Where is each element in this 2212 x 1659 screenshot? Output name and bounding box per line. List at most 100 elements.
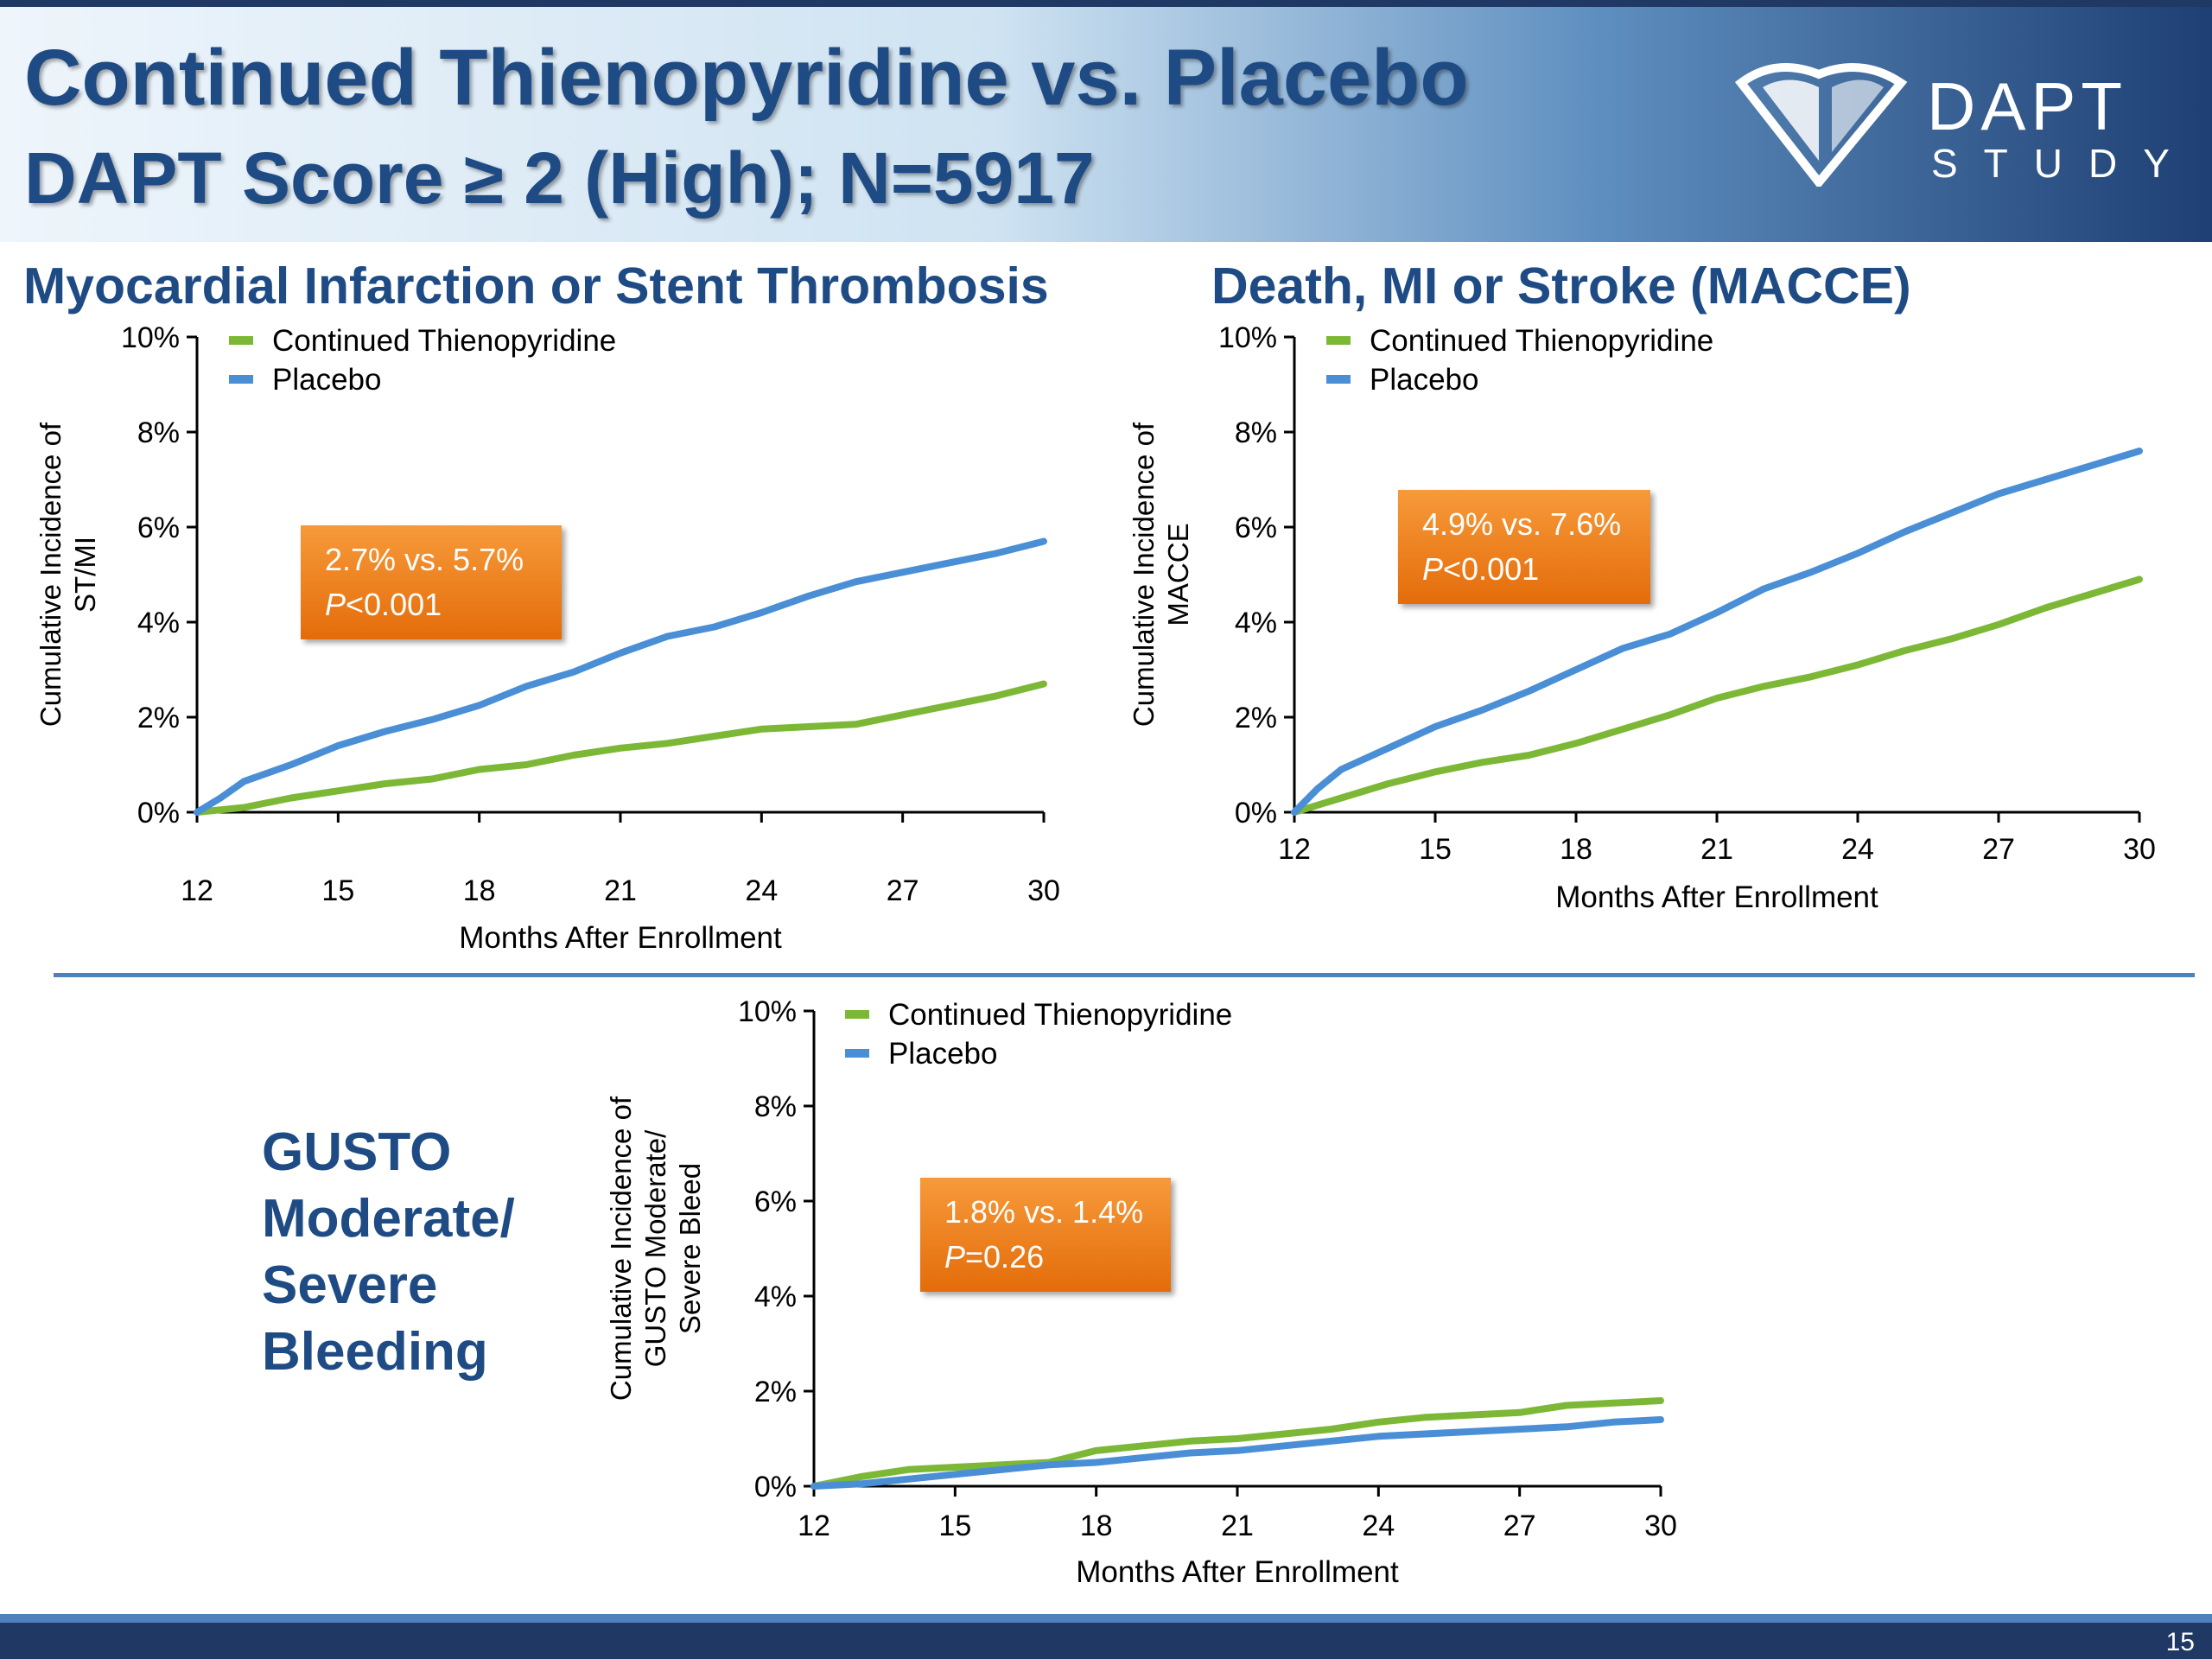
x-tick-label: 24 [745, 874, 778, 907]
legend-label: Placebo [1370, 363, 1478, 397]
x-tick-label: 18 [1560, 833, 1592, 866]
y-axis-label-line: Severe Bleed [674, 1163, 706, 1334]
slide-title: Continued Thienopyridine vs. Placebo [24, 34, 1469, 122]
x-tick-label: 15 [1419, 833, 1452, 866]
x-tick-label: 30 [1027, 874, 1060, 907]
legend-label: Placebo [272, 363, 381, 397]
stat-box-bleeding: 1.8% vs. 1.4% P=0.26 [920, 1178, 1171, 1292]
y-tick-label: 4% [137, 607, 180, 639]
chart-macce: 0% 2% 4% 6% 8% 10% 12 15 18 21 24 27 30 Months After … [1128, 321, 2156, 914]
legend-swatch [1326, 336, 1351, 345]
x-tick-label: 18 [1080, 1510, 1113, 1542]
y-tick-label: 2% [1235, 702, 1277, 734]
series-line-thienopyridine [1291, 575, 2143, 816]
bleeding-title-line: Moderate/ [262, 1189, 515, 1249]
x-tick-label: 30 [2123, 833, 2156, 866]
legend-label: Placebo [888, 1037, 997, 1071]
y-tick-label: 10% [1218, 321, 1277, 354]
stat-box-stmi: 2.7% vs. 5.7% P<0.001 [301, 525, 562, 639]
x-tick-label: 30 [1644, 1510, 1677, 1542]
footer-accent [0, 1614, 2212, 1623]
chart-bleeding: 0% 2% 4% 6% 8% 10% 12 15 18 21 24 27 30 Months After … [605, 995, 1677, 1589]
legend-swatch [229, 375, 253, 384]
y-tick-label: 6% [137, 512, 180, 544]
legend-label: Continued Thienopyridine [1370, 324, 1713, 358]
panel-title-stmi: Myocardial Infarction or Stent Thrombosi… [23, 257, 1049, 315]
stat-pvalue: P<0.001 [1422, 551, 1540, 587]
legend-swatch [1326, 375, 1351, 384]
legend-swatch [845, 1010, 869, 1019]
x-tick-label: 27 [1503, 1510, 1536, 1542]
x-tick-label: 21 [604, 874, 637, 907]
x-tick-label: 21 [1700, 833, 1733, 866]
y-tick-label: 4% [1235, 607, 1277, 639]
y-axis-label-line: Cumulative Incidence of [605, 1096, 637, 1401]
x-tick-label: 24 [1841, 833, 1874, 866]
x-axis-label: Months After Enrollment [1555, 880, 1878, 914]
dapt-study-logo: DAPT STUDY [1724, 57, 2190, 189]
y-axis-label-line: Cumulative Incidence of [1128, 422, 1160, 727]
chart-stmi: 0% 2% 4% 6% 8% 10% 12 15 18 21 24 27 30 Months After … [35, 321, 1060, 955]
stat-comparison: 2.7% vs. 5.7% [325, 542, 524, 577]
y-axis-label-line: Cumulative Incidence of [35, 422, 67, 727]
y-axis-label: Cumulative Incidence ofMACCE [1128, 422, 1194, 727]
slide-footer [0, 1623, 2212, 1659]
legend-swatch [845, 1049, 869, 1058]
y-axis-label-line: ST/MI [69, 537, 101, 613]
legend-label: Continued Thienopyridine [272, 324, 616, 358]
logo-dapt-text: DAPT [1927, 68, 2128, 144]
top-border [0, 0, 2212, 7]
x-tick-label: 12 [1278, 833, 1311, 866]
stat-comparison: 4.9% vs. 7.6% [1422, 506, 1622, 542]
x-tick-label: 15 [938, 1510, 971, 1542]
stat-box-macce: 4.9% vs. 7.6% P<0.001 [1398, 490, 1650, 604]
legend-swatch [229, 336, 253, 345]
bleeding-title-line: GUSTO [262, 1122, 452, 1182]
y-tick-label: 2% [754, 1376, 797, 1408]
y-tick-label: 2% [137, 702, 180, 734]
series-line-placebo [1291, 448, 2143, 816]
x-tick-label: 24 [1362, 1510, 1395, 1542]
dapt-heart-icon [1734, 63, 1908, 189]
series-line-placebo [810, 1416, 1664, 1490]
x-axis-label: Months After Enrollment [1076, 1555, 1399, 1589]
slide-header: Continued Thienopyridine vs. Placebo DAP… [0, 7, 2212, 242]
logo-study-text: STUDY [1931, 141, 2196, 186]
x-axis-label: Months After Enrollment [459, 921, 782, 955]
x-tick-label: 15 [321, 874, 354, 907]
y-tick-label: 10% [121, 321, 180, 354]
y-tick-label: 6% [754, 1185, 797, 1218]
bleeding-title-line: Bleeding [262, 1322, 488, 1382]
series-line-placebo [194, 537, 1047, 816]
y-tick-label: 0% [137, 797, 180, 830]
stat-pvalue: P=0.26 [944, 1239, 1045, 1274]
x-tick-label: 12 [798, 1510, 830, 1542]
y-axis-label-line: MACCE [1162, 523, 1194, 626]
y-tick-label: 8% [1235, 416, 1277, 449]
stat-pvalue: P<0.001 [325, 587, 442, 622]
y-tick-label: 10% [738, 995, 797, 1028]
y-tick-label: 0% [754, 1471, 797, 1503]
x-tick-label: 27 [1982, 833, 2015, 866]
panel-title-macce: Death, MI or Stroke (MACCE) [1211, 257, 1911, 315]
bleeding-title-line: Severe [262, 1255, 438, 1315]
section-divider [54, 973, 2195, 977]
x-tick-label: 27 [887, 874, 919, 907]
y-axis-label: Cumulative Incidence ofGUSTO Moderate/Se… [605, 1096, 706, 1401]
y-tick-label: 8% [754, 1090, 797, 1123]
page-number: 15 [2165, 1628, 2195, 1656]
slide-subtitle: DAPT Score ≥ 2 (High); N=5917 [24, 137, 1095, 219]
y-tick-label: 4% [754, 1281, 797, 1313]
stat-comparison: 1.8% vs. 1.4% [944, 1194, 1144, 1230]
y-tick-label: 6% [1235, 512, 1277, 544]
y-tick-label: 0% [1235, 797, 1277, 830]
legend-label: Continued Thienopyridine [888, 998, 1232, 1032]
y-axis-label-line: GUSTO Moderate/ [639, 1129, 671, 1367]
y-tick-label: 8% [137, 416, 180, 449]
y-axis-label: Cumulative Incidence ofST/MI [35, 422, 101, 727]
series-line-thienopyridine [810, 1397, 1664, 1490]
panel-title-bleeding: GUSTO Moderate/ Severe Bleeding [262, 1119, 515, 1385]
series-line-thienopyridine [194, 680, 1047, 816]
x-tick-label: 12 [181, 874, 213, 907]
